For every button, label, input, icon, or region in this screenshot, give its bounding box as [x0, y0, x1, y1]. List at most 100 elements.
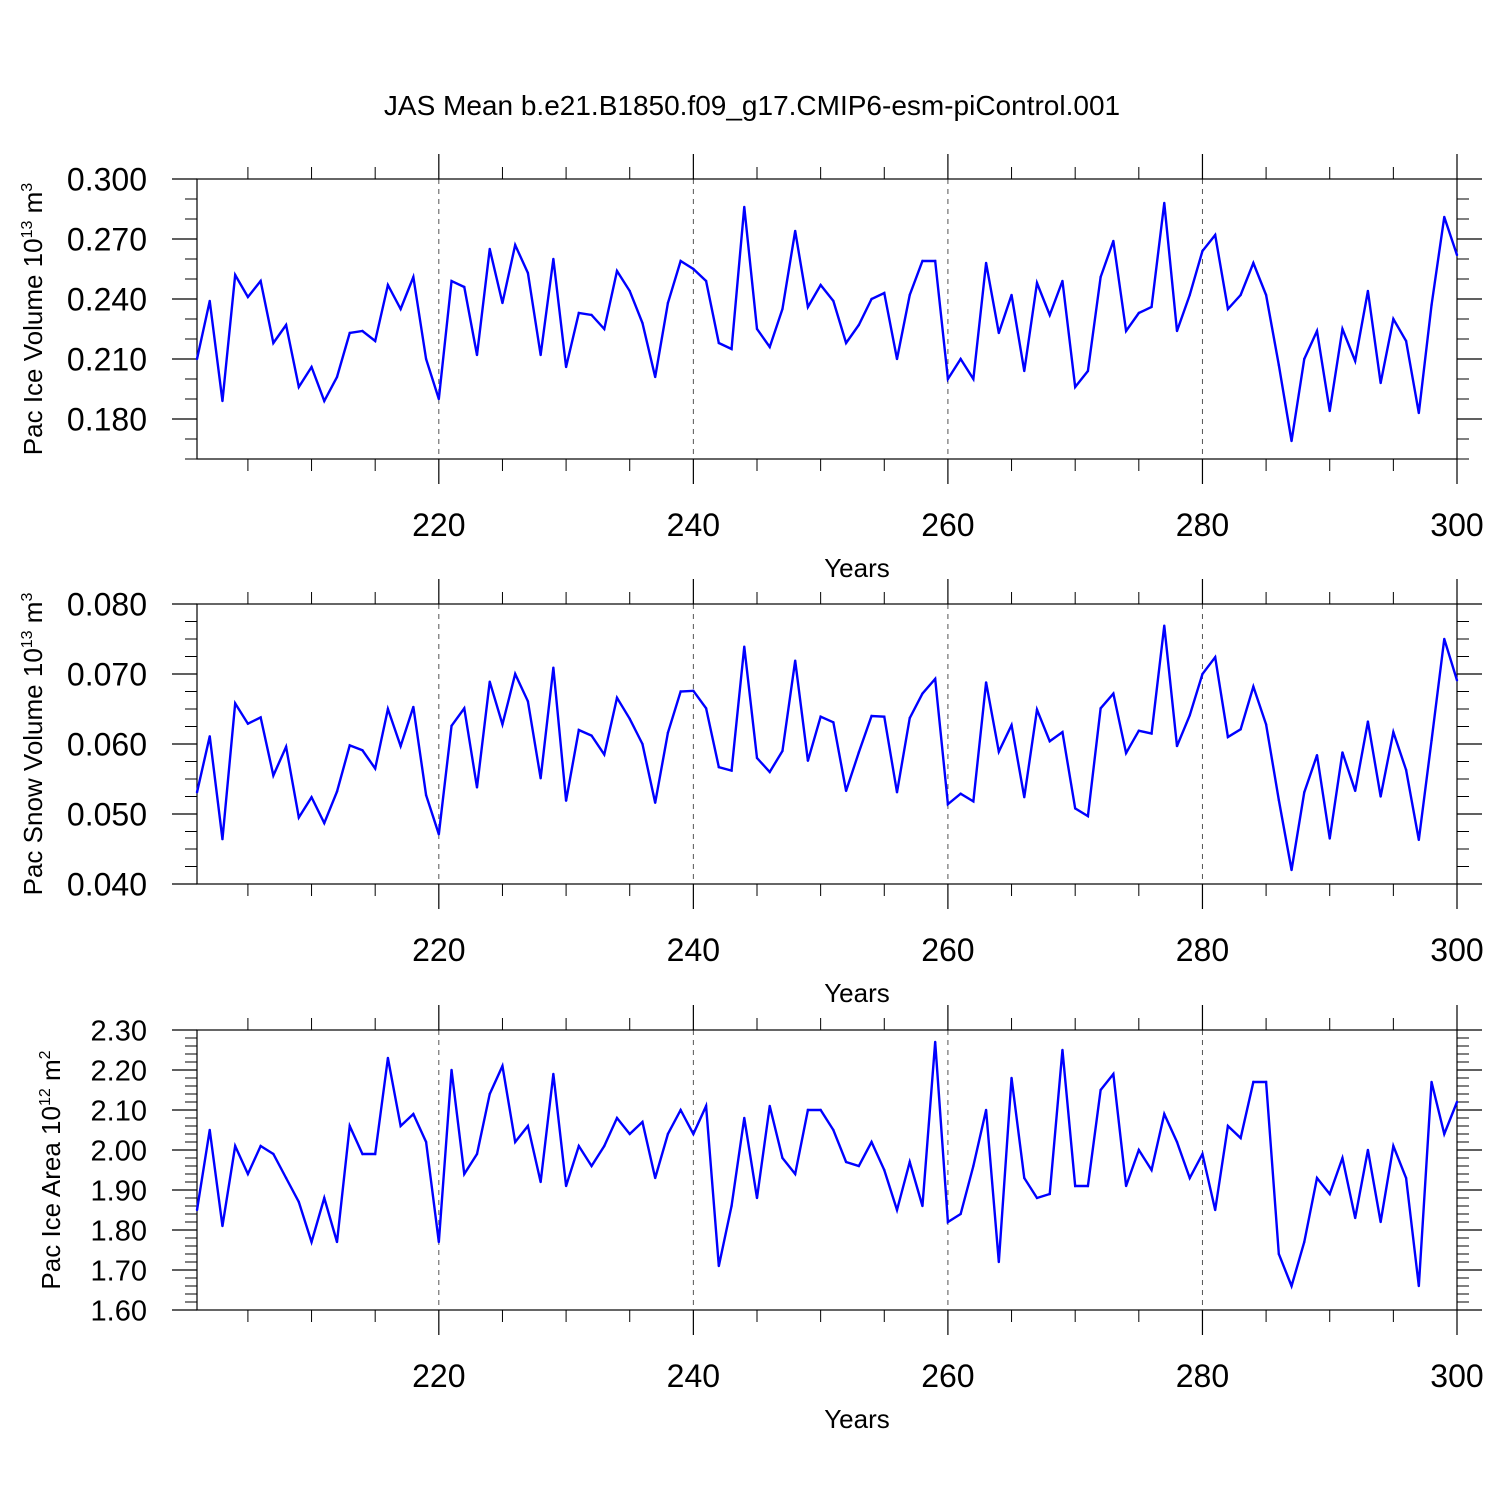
data-point	[997, 750, 1001, 753]
data-point	[1455, 679, 1459, 682]
data-point	[628, 717, 631, 720]
data-point	[1239, 293, 1242, 297]
data-point	[1264, 723, 1268, 726]
data-point	[832, 299, 835, 303]
data-point	[488, 680, 491, 683]
data-point	[284, 1176, 288, 1180]
data-point	[590, 313, 593, 317]
data-point	[1086, 814, 1090, 818]
data-point	[1404, 768, 1408, 772]
data-point	[1035, 708, 1039, 711]
data-point	[768, 345, 771, 349]
data-point	[463, 1172, 466, 1176]
data-point	[501, 301, 504, 305]
data-point	[437, 397, 441, 401]
data-point	[246, 295, 250, 299]
data-point	[895, 1208, 899, 1212]
x-tick-label: 220	[412, 507, 465, 543]
data-point	[1455, 253, 1459, 257]
data-point	[1213, 1208, 1217, 1212]
data-point	[348, 744, 351, 747]
data-point	[208, 299, 211, 303]
data-point	[1328, 409, 1331, 413]
data-point	[1201, 1152, 1204, 1156]
data-point	[450, 1068, 453, 1072]
data-point	[692, 267, 695, 271]
data-point	[857, 751, 861, 754]
y-tick-label: 2.10	[91, 1095, 147, 1127]
data-point	[1277, 1252, 1281, 1256]
data-point	[1290, 1284, 1293, 1288]
y-tick-label: 2.00	[91, 1135, 147, 1167]
y-axis-label-exponent: 13	[19, 220, 36, 238]
data-point	[908, 716, 911, 720]
data-point	[1073, 385, 1077, 389]
series-line	[195, 202, 1459, 442]
x-axis-label: Years	[824, 1404, 890, 1434]
data-point	[1392, 730, 1395, 734]
data-point	[513, 243, 517, 247]
data-point	[870, 714, 873, 718]
data-point	[1150, 1168, 1153, 1172]
data-point	[526, 271, 530, 275]
data-point	[895, 791, 899, 794]
data-point	[1061, 1048, 1064, 1052]
data-point	[1226, 1124, 1230, 1128]
data-point	[832, 721, 835, 724]
data-point	[1124, 1184, 1128, 1188]
data-point	[730, 769, 733, 772]
data-point	[730, 1204, 733, 1208]
data-point	[259, 279, 262, 283]
data-point	[743, 1116, 746, 1120]
data-point	[552, 1072, 555, 1076]
data-point	[1264, 1080, 1268, 1084]
data-point	[1404, 1176, 1408, 1180]
data-point	[666, 301, 670, 305]
data-point	[959, 357, 962, 361]
data-point	[946, 803, 950, 806]
data-point	[399, 307, 402, 311]
data-point	[857, 1164, 861, 1168]
data-point	[1430, 303, 1433, 307]
data-point	[221, 399, 224, 403]
data-point	[195, 1208, 199, 1212]
data-point	[793, 659, 797, 662]
data-point	[475, 353, 479, 357]
data-point	[1443, 637, 1446, 641]
data-point	[424, 1140, 428, 1144]
data-point	[781, 749, 784, 753]
data-point	[450, 279, 453, 283]
data-point	[1443, 215, 1446, 219]
y-axis-label-exponent: 2	[37, 1050, 54, 1059]
data-point	[424, 357, 428, 361]
data-point	[1163, 624, 1166, 627]
data-point	[195, 357, 199, 361]
data-point	[768, 1104, 771, 1108]
data-point	[1277, 363, 1281, 367]
data-point	[1188, 293, 1191, 297]
data-point	[564, 1184, 568, 1188]
data-point	[1328, 1192, 1331, 1196]
data-point	[297, 385, 301, 389]
data-point	[412, 1112, 415, 1116]
data-point	[501, 1064, 504, 1068]
data-point	[806, 305, 810, 309]
y-tick-label: 0.240	[67, 282, 147, 318]
data-point	[1315, 329, 1319, 333]
data-point	[475, 786, 479, 789]
data-point	[819, 715, 822, 718]
data-point	[692, 689, 695, 692]
data-point	[819, 1108, 822, 1112]
y-axis-label-exponent: 12	[37, 1088, 54, 1106]
data-point	[539, 777, 542, 780]
data-point	[488, 247, 491, 251]
data-point	[399, 744, 402, 748]
data-point	[552, 257, 555, 261]
data-point	[883, 1168, 886, 1172]
y-axis-label-unit: 10	[36, 1106, 66, 1135]
data-point	[1392, 317, 1395, 321]
data-point	[959, 1212, 962, 1216]
data-point	[1379, 381, 1382, 385]
data-point	[1188, 714, 1191, 717]
